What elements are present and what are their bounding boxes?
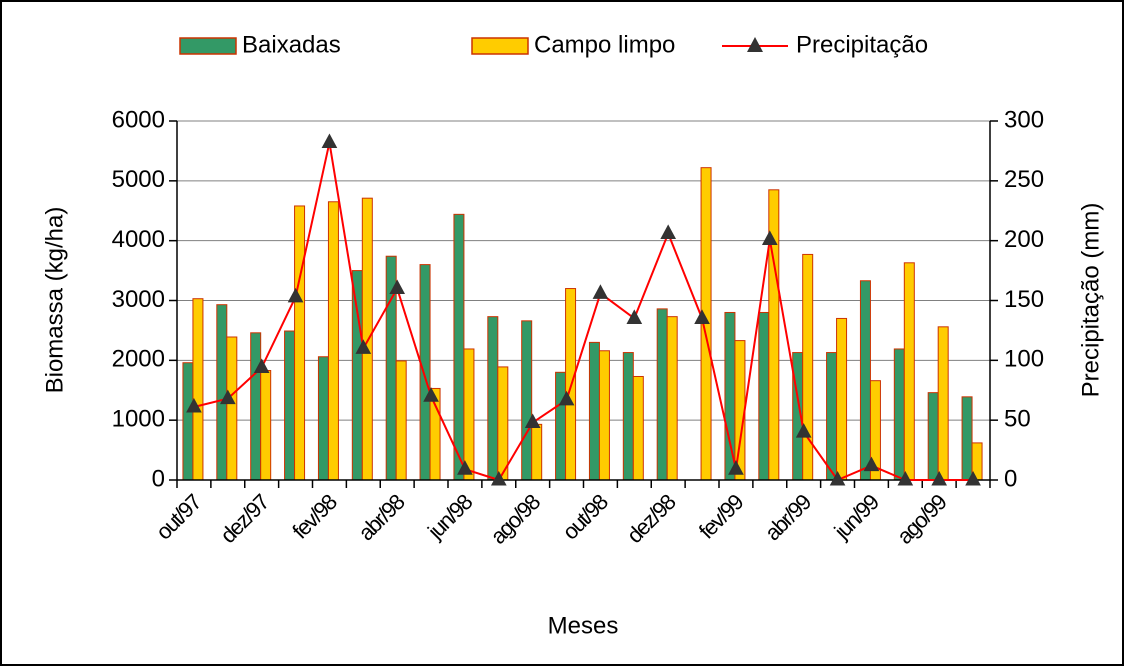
marker [457, 460, 473, 475]
bar [961, 396, 973, 481]
bar [497, 366, 509, 481]
marker [253, 358, 270, 374]
marker [389, 279, 406, 295]
bar [555, 371, 567, 481]
marker [660, 224, 677, 239]
marker [490, 470, 507, 486]
bar [419, 264, 431, 481]
y2-tick-label: 150 [1004, 286, 1044, 313]
y2-tick-label: 200 [1004, 226, 1044, 253]
marker [321, 133, 338, 149]
legend-marker [747, 37, 763, 52]
bar [192, 298, 204, 481]
bar [250, 332, 262, 481]
x-axis-title: Meses [548, 612, 619, 639]
bar [327, 201, 339, 481]
y2-axis-title: Precipitação (mm) [1077, 203, 1104, 398]
bar [859, 280, 871, 481]
legend-swatch [179, 37, 237, 55]
marker [897, 470, 914, 486]
bar [182, 362, 194, 481]
bar [598, 350, 610, 481]
bar [531, 423, 543, 481]
bar [656, 308, 668, 481]
bar [893, 348, 905, 481]
marker [355, 339, 372, 354]
bar [758, 311, 770, 481]
bar [937, 326, 949, 481]
bar [260, 370, 272, 481]
y-tick-label: 5000 [112, 166, 165, 193]
bar [521, 320, 533, 481]
marker [863, 456, 880, 472]
bar [351, 270, 363, 481]
marker [694, 309, 710, 324]
y2-tick-label: 100 [1004, 346, 1044, 373]
marker [558, 390, 575, 406]
bar [836, 317, 848, 481]
bar [588, 341, 600, 481]
legend-label: Campo limpo [534, 31, 675, 58]
bar [453, 213, 465, 481]
marker [287, 287, 304, 303]
legend-swatch [471, 37, 529, 55]
y2-tick-label: 300 [1004, 106, 1044, 133]
y-axis-title: Biomassa (kg/ha) [41, 207, 68, 394]
bar [216, 304, 228, 481]
y2-tick-label: 0 [1004, 465, 1017, 492]
bar [361, 197, 373, 481]
y-tick-label: 2000 [112, 346, 165, 373]
bar [395, 360, 407, 481]
bar [903, 262, 915, 481]
bar [826, 352, 838, 481]
bar [463, 348, 475, 481]
marker [931, 470, 948, 486]
marker [592, 284, 609, 299]
bar [294, 205, 306, 481]
marker [829, 470, 846, 486]
marker [965, 470, 981, 486]
marker [795, 423, 812, 438]
y-tick-label: 1000 [112, 406, 165, 433]
marker [728, 460, 744, 475]
bar [927, 392, 939, 481]
y-tick-label: 6000 [112, 106, 165, 133]
y2-tick-label: 250 [1004, 166, 1044, 193]
y-tick-label: 4000 [112, 226, 165, 253]
bar [666, 316, 678, 481]
marker [186, 397, 202, 413]
bar [632, 375, 644, 481]
marker [761, 230, 778, 245]
marker [423, 387, 439, 402]
legend-label: Baixadas [242, 31, 341, 58]
legend-label: Precipitação [796, 31, 928, 58]
marker [524, 413, 541, 429]
line [193, 142, 974, 482]
y-tick-label: 0 [152, 465, 165, 492]
bar [317, 356, 329, 481]
bar [622, 352, 634, 481]
marker [626, 309, 643, 324]
bar [226, 336, 238, 481]
marker [219, 389, 236, 405]
y-tick-label: 3000 [112, 286, 165, 313]
bar [487, 316, 499, 481]
y2-tick-label: 50 [1004, 406, 1031, 433]
bar [284, 330, 296, 481]
bar [802, 253, 814, 481]
bar [429, 387, 441, 481]
